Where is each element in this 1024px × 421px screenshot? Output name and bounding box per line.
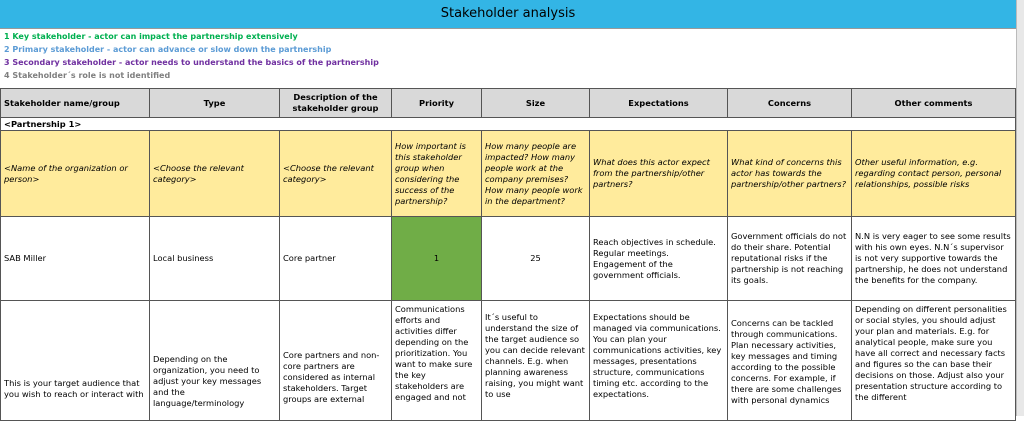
table-cell: What kind of concerns this actor has tow… bbox=[728, 131, 852, 217]
table-cell: Local business bbox=[150, 217, 280, 301]
cell-text: Other useful information, e.g. regarding… bbox=[855, 157, 1002, 189]
table-cell: <Name of the organization or person> bbox=[0, 131, 150, 217]
table-cell: Government officials do not do their sha… bbox=[728, 217, 852, 301]
table-cell: N.N is very eager to see some results wi… bbox=[852, 217, 1016, 301]
legend-line: 3 Secondary stakeholder - actor needs to… bbox=[4, 58, 379, 67]
table-cell: Depending on the organization, you need … bbox=[150, 301, 280, 421]
cell-text: Core partner bbox=[283, 253, 336, 263]
cell-text: Depending on the organization, you need … bbox=[153, 354, 262, 408]
cell-text: Other comments bbox=[894, 97, 973, 108]
table-cell: Communications efforts and activities di… bbox=[392, 301, 482, 421]
cell-text: It´s useful to understand the size of th… bbox=[485, 312, 585, 399]
table-cell: How many people are impacted? How many p… bbox=[482, 131, 590, 217]
cell-text: Core partners and non-core partners are … bbox=[283, 350, 380, 404]
legend-line: 1 Key stakeholder - actor can impact the… bbox=[4, 32, 298, 41]
cell-text: Size bbox=[525, 97, 546, 108]
cell-text: What does this actor expect from the par… bbox=[593, 157, 710, 189]
table-cell: <Choose the relevant category> bbox=[280, 131, 392, 217]
cell-text: Stakeholder name/group bbox=[4, 97, 120, 108]
table-cell: Concerns can be tackled through communic… bbox=[728, 301, 852, 421]
legend-line: 4 Stakeholder´s role is not identified bbox=[4, 71, 171, 80]
section-row: <Partnership 1> bbox=[0, 118, 1016, 131]
table-cell: 1 bbox=[392, 217, 482, 301]
header-cell: Priority bbox=[392, 88, 482, 118]
cell-text: How many people are impacted? How many p… bbox=[485, 140, 583, 206]
header-cell: Size bbox=[482, 88, 590, 118]
table-cell: Core partners and non-core partners are … bbox=[280, 301, 392, 421]
header-cell: Other comments bbox=[852, 88, 1016, 118]
cell-text: This is your target audience that you wi… bbox=[4, 378, 144, 399]
cell-text: Depending on different personalities or … bbox=[855, 304, 1007, 402]
table-cell: This is your target audience that you wi… bbox=[0, 301, 150, 421]
cell-text: <Name of the organization or person> bbox=[4, 162, 128, 184]
cell-text: 25 bbox=[530, 253, 541, 263]
cell-text: Description of the stakeholder group bbox=[292, 92, 379, 113]
table-cell: Other useful information, e.g. regarding… bbox=[852, 131, 1016, 217]
legend-line: 2 Primary stakeholder - actor can advanc… bbox=[4, 45, 332, 54]
table-cell: 25 bbox=[482, 217, 590, 301]
cell-text: Type bbox=[203, 97, 226, 108]
header-cell: Description of the stakeholder group bbox=[280, 88, 392, 118]
cell-text: <Choose the relevant category> bbox=[153, 162, 244, 184]
table-cell: Core partner bbox=[280, 217, 392, 301]
header-cell: Concerns bbox=[728, 88, 852, 118]
scrollbar bbox=[1016, 0, 1024, 416]
cell-text: Government officials do not do their sha… bbox=[731, 231, 847, 285]
cell-text: How important is this stakeholder group … bbox=[395, 140, 466, 206]
cell-text: Concerns bbox=[767, 97, 812, 108]
cell-text: Concerns can be tackled through communic… bbox=[731, 318, 842, 405]
cell-text: What kind of concerns this actor has tow… bbox=[731, 157, 846, 189]
cell-text: SAB Miller bbox=[4, 253, 47, 263]
cell-text: Communications efforts and activities di… bbox=[395, 304, 473, 402]
cell-text: <Choose the relevant category> bbox=[283, 162, 374, 184]
header-cell: Expectations bbox=[590, 88, 728, 118]
table-cell: <Choose the relevant category> bbox=[150, 131, 280, 217]
legend: 1 Key stakeholder - actor can impact the… bbox=[0, 29, 1016, 85]
table-cell: It´s useful to understand the size of th… bbox=[482, 301, 590, 421]
sheet-title: Stakeholder analysis bbox=[0, 0, 1016, 29]
table-cell: What does this actor expect from the par… bbox=[590, 131, 728, 217]
table-cell: SAB Miller bbox=[0, 217, 150, 301]
cell-text: Priority bbox=[418, 97, 455, 108]
header-cell: Type bbox=[150, 88, 280, 118]
cell-text: Local business bbox=[153, 253, 214, 263]
cell-text: Reach objectives in schedule. Regular me… bbox=[593, 236, 716, 280]
table-cell: Reach objectives in schedule. Regular me… bbox=[590, 217, 728, 301]
cell-text: N.N is very eager to see some results wi… bbox=[855, 231, 1011, 285]
cell-text: <Partnership 1> bbox=[4, 118, 82, 129]
cell-text: Expectations bbox=[628, 97, 689, 108]
header-cell: Stakeholder name/group bbox=[0, 88, 150, 118]
table-cell: How important is this stakeholder group … bbox=[392, 131, 482, 217]
cell-text: 1 bbox=[433, 253, 440, 263]
cell-text: Expectations should be managed via commu… bbox=[593, 312, 722, 399]
table-cell: Depending on different personalities or … bbox=[852, 301, 1016, 421]
table-cell: Expectations should be managed via commu… bbox=[590, 301, 728, 421]
